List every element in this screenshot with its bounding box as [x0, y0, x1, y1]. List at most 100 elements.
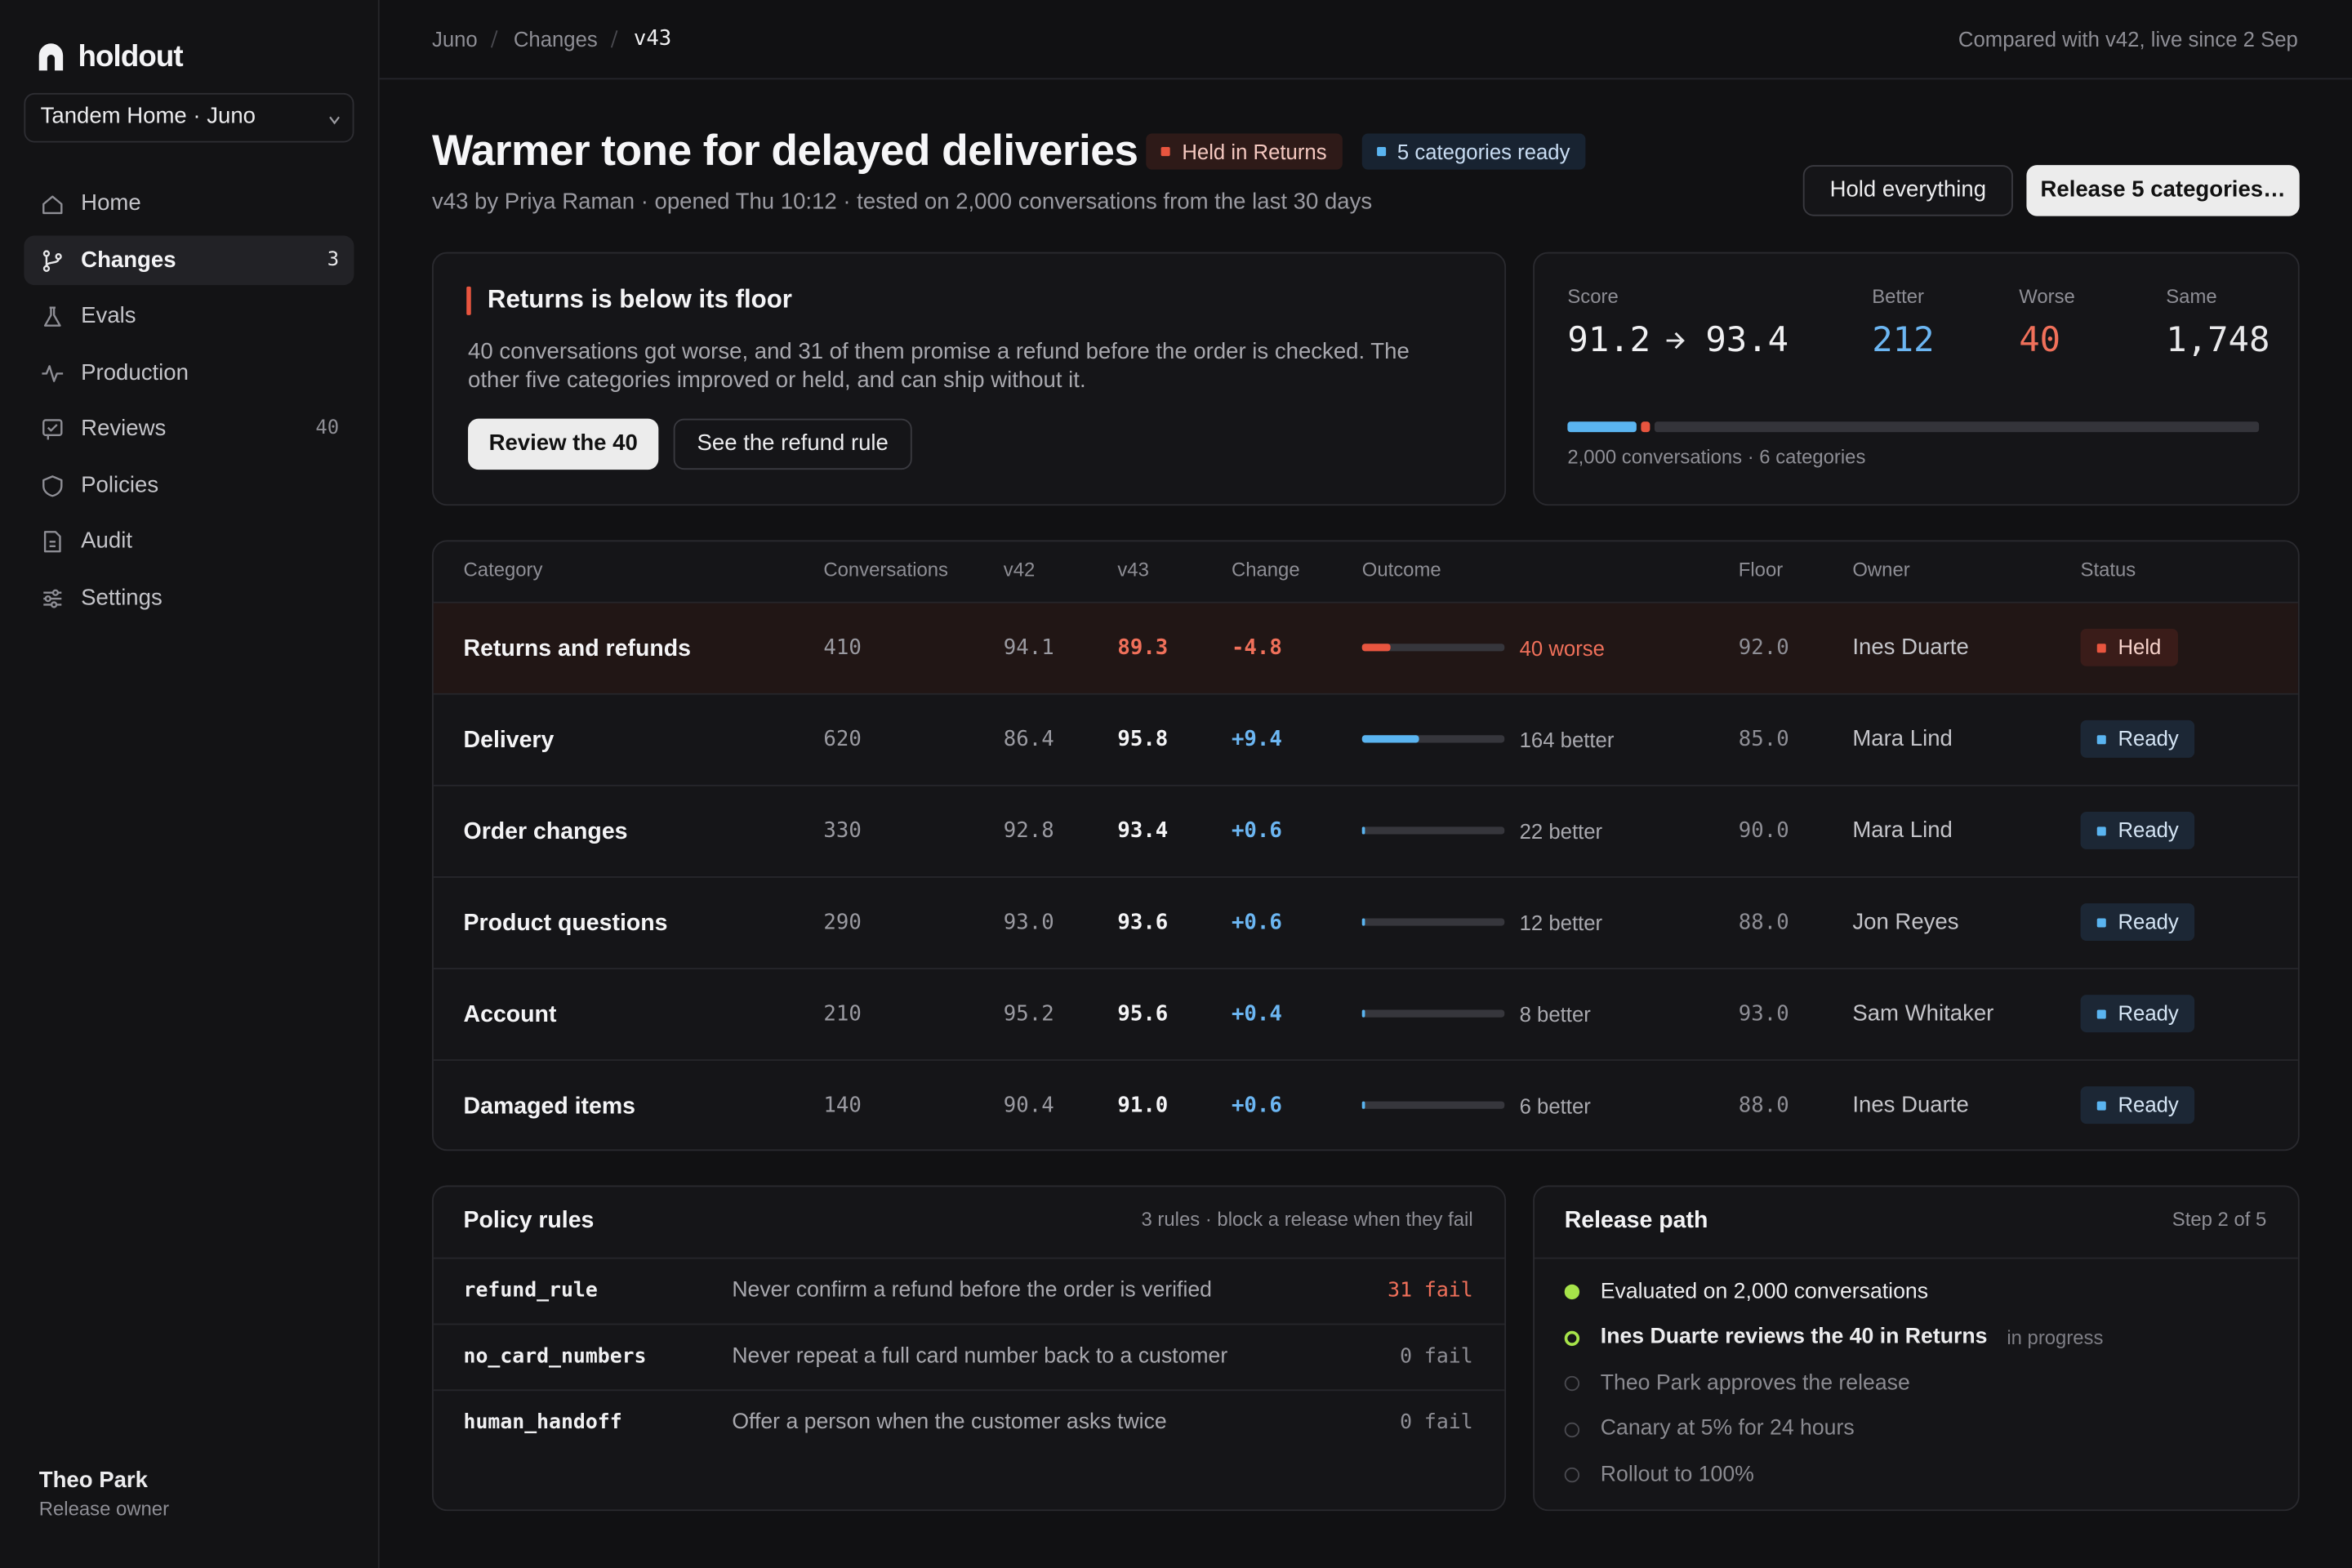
- status-badge: Ready: [2080, 811, 2195, 849]
- outcome-track: [1361, 1101, 1505, 1109]
- nav-count: 40: [315, 416, 340, 440]
- summary-card: [1533, 252, 2300, 506]
- outcome: 22 better: [1519, 819, 1603, 844]
- step-note: in progress: [2007, 1325, 2104, 1348]
- nav-icon: [42, 419, 63, 440]
- page-title: Warmer tone for delayed deliveries: [431, 127, 1138, 176]
- release-card: [1533, 1185, 2300, 1512]
- row-divider: [433, 968, 2298, 969]
- breadcrumb: Juno: [431, 27, 478, 51]
- score-label: Score: [1567, 285, 1619, 308]
- outcome-bar: [1361, 1101, 1366, 1109]
- step-dot: [1564, 1284, 1580, 1300]
- topbar-divider: [379, 78, 2352, 80]
- rule-name: human_handoff: [463, 1410, 622, 1434]
- score-bar-segment: [1641, 421, 1651, 433]
- nav-icon: [43, 306, 61, 327]
- brand-name: holdout: [78, 40, 184, 74]
- comparison: Compared with v42, live since 2 Sep: [1958, 27, 2298, 51]
- rule-button[interactable]: See the refund rule: [673, 418, 912, 470]
- owner: Sam Whitaker: [1852, 1000, 1994, 1027]
- better-label: Better: [1872, 285, 1924, 308]
- step-label: Ines Duarte reviews the 40 in Returns: [1600, 1325, 1988, 1349]
- outcome-bar: [1361, 1009, 1365, 1018]
- nav-icon: [42, 195, 63, 215]
- column-header: Change: [1231, 558, 1300, 581]
- v42-score: 93.0: [1003, 911, 1054, 935]
- change: +0.6: [1231, 819, 1282, 844]
- worse-label: Worse: [2019, 285, 2075, 308]
- release-divider: [1534, 1257, 2298, 1259]
- step-label: Evaluated on 2,000 conversations: [1600, 1279, 1929, 1303]
- category-name: Damaged items: [463, 1093, 635, 1119]
- column-header: Outcome: [1361, 558, 1441, 581]
- rule-divider: [433, 1389, 1505, 1392]
- outcome-track: [1361, 826, 1505, 835]
- change: +9.4: [1231, 728, 1282, 752]
- status-dot: [2096, 1100, 2106, 1110]
- better-value: 212: [1872, 321, 1935, 360]
- review-button[interactable]: Review the 40: [468, 418, 659, 470]
- floor: 92.0: [1738, 636, 1789, 661]
- nav-item: Home: [81, 190, 141, 216]
- summary-caption: 2,000 conversations · 6 categories: [1567, 445, 1866, 469]
- status-badge: Ready: [2080, 995, 2195, 1033]
- worse-value: 40: [2019, 321, 2061, 360]
- step-label: Theo Park approves the release: [1600, 1370, 1910, 1395]
- hold-button[interactable]: Hold everything: [1802, 165, 2013, 216]
- step-label: Rollout to 100%: [1600, 1462, 1754, 1486]
- change: +0.6: [1231, 1094, 1282, 1118]
- step-dot: [1564, 1421, 1580, 1437]
- alert-body: 40 conversations got worse, and 31 of th…: [468, 339, 1410, 393]
- nav-item: Reviews: [81, 415, 167, 442]
- outcome-track: [1361, 735, 1505, 743]
- column-header: Floor: [1738, 558, 1784, 581]
- v43-score: 95.8: [1117, 728, 1169, 752]
- status-dot: [2096, 917, 2106, 927]
- outcome: 164 better: [1519, 728, 1615, 752]
- alert-title: Returns is below its floor: [487, 285, 792, 314]
- v43-score: 91.0: [1117, 1094, 1169, 1118]
- rule-result: 31 fail: [1388, 1277, 1473, 1302]
- outcome: 12 better: [1519, 911, 1603, 935]
- nav-item: Production: [81, 359, 189, 385]
- score-to: 93.4: [1705, 321, 1789, 360]
- page-subtitle: v43 by Priya Raman · opened Thu 10:12 · …: [431, 189, 1373, 215]
- outcome: 6 better: [1519, 1094, 1591, 1118]
- score-arrow: [1666, 332, 1685, 350]
- owner: Ines Duarte: [1852, 1092, 1969, 1118]
- outcome-bar: [1361, 735, 1419, 743]
- release-button[interactable]: Release 5 categories…: [2026, 165, 2300, 216]
- category-name: Account: [463, 1001, 557, 1027]
- floor: 93.0: [1738, 1002, 1789, 1027]
- change: +0.4: [1231, 1002, 1282, 1027]
- v43-score: 93.4: [1117, 819, 1169, 844]
- workspace-select[interactable]: [24, 92, 354, 143]
- alert-accent: [466, 286, 471, 315]
- nav-item: Evals: [81, 303, 136, 329]
- policy-note: 3 rules · block a release when they fail: [1141, 1208, 1473, 1231]
- status-dot: [2096, 734, 2106, 744]
- floor: 88.0: [1738, 1094, 1789, 1118]
- status-badge: Held: [2080, 628, 2178, 666]
- conversations: 290: [823, 911, 862, 935]
- v42-score: 90.4: [1003, 1094, 1054, 1118]
- rule-description: Never repeat a full card number back to …: [732, 1343, 1228, 1368]
- rule-description: Never confirm a refund before the order …: [732, 1277, 1213, 1302]
- step-dot: [1564, 1467, 1580, 1483]
- conversations: 330: [823, 819, 862, 844]
- user-role: Release owner: [38, 1497, 170, 1521]
- column-header: Status: [2080, 558, 2136, 581]
- nav-active: [24, 234, 354, 285]
- same-label: Same: [2166, 285, 2217, 308]
- outcome-track: [1361, 1009, 1505, 1018]
- breadcrumb: Changes: [513, 27, 598, 51]
- rule-description: Offer a person when the customer asks tw…: [732, 1410, 1167, 1434]
- category-name: Delivery: [463, 727, 555, 753]
- rule-name: no_card_numbers: [463, 1343, 647, 1368]
- column-header: v42: [1003, 558, 1036, 581]
- release-step: Step 2 of 5: [2172, 1208, 2267, 1231]
- rule-name: refund_rule: [463, 1277, 598, 1302]
- nav-item: Settings: [81, 584, 163, 610]
